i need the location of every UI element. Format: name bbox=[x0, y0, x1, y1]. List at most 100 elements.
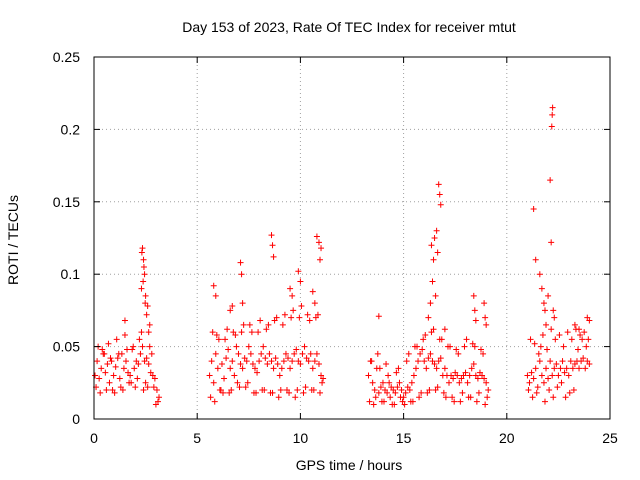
data-point bbox=[256, 358, 263, 365]
data-point bbox=[156, 394, 163, 401]
data-point bbox=[266, 350, 273, 357]
data-point bbox=[289, 358, 296, 365]
data-point bbox=[307, 350, 314, 357]
data-point bbox=[558, 379, 565, 386]
data-point bbox=[152, 401, 159, 408]
data-point bbox=[275, 394, 282, 401]
data-point bbox=[539, 332, 546, 339]
data-point bbox=[547, 358, 554, 365]
y-tick-labels: 0 0.05 0.1 0.15 0.2 0.25 bbox=[53, 49, 80, 427]
data-point bbox=[227, 365, 234, 372]
data-point bbox=[370, 401, 377, 408]
data-point bbox=[549, 372, 556, 379]
data-point bbox=[246, 321, 253, 328]
data-point bbox=[549, 111, 556, 118]
data-point bbox=[550, 394, 557, 401]
data-point bbox=[431, 235, 438, 241]
data-point bbox=[525, 387, 532, 394]
data-point bbox=[532, 365, 539, 372]
data-point bbox=[138, 285, 145, 292]
data-point bbox=[397, 394, 404, 401]
data-point bbox=[227, 307, 234, 314]
data-point bbox=[420, 336, 427, 343]
data-point bbox=[530, 206, 537, 213]
data-point bbox=[319, 379, 326, 386]
data-point bbox=[541, 307, 548, 314]
data-point bbox=[566, 389, 573, 396]
y-tick-label: 0 bbox=[72, 411, 80, 427]
data-point bbox=[212, 292, 219, 299]
data-point bbox=[101, 350, 108, 357]
data-point bbox=[92, 372, 99, 379]
y-tick-label: 0.1 bbox=[61, 266, 81, 282]
data-point bbox=[366, 398, 373, 405]
data-point bbox=[441, 365, 448, 372]
data-point bbox=[131, 365, 138, 372]
data-point bbox=[112, 363, 119, 370]
data-point bbox=[111, 389, 118, 396]
data-point bbox=[472, 317, 479, 324]
data-point bbox=[208, 358, 215, 365]
data-point bbox=[313, 233, 320, 240]
data-point bbox=[255, 329, 262, 336]
data-point bbox=[120, 365, 127, 372]
axis-ticks bbox=[93, 56, 611, 420]
data-point bbox=[579, 336, 586, 343]
data-point bbox=[385, 372, 392, 379]
data-point bbox=[405, 350, 412, 357]
data-point bbox=[536, 358, 543, 365]
data-point bbox=[221, 375, 228, 382]
data-point bbox=[239, 300, 246, 307]
data-point bbox=[121, 332, 128, 339]
data-point bbox=[401, 401, 408, 408]
data-point bbox=[421, 358, 428, 365]
data-point bbox=[122, 358, 129, 365]
data-point bbox=[283, 387, 290, 394]
data-point bbox=[531, 340, 538, 347]
data-point bbox=[457, 398, 464, 405]
data-point bbox=[544, 346, 551, 353]
data-point bbox=[545, 292, 552, 299]
data-point bbox=[461, 343, 468, 350]
data-point bbox=[237, 259, 244, 266]
data-point bbox=[213, 332, 220, 339]
data-point bbox=[414, 343, 421, 350]
data-point bbox=[130, 343, 137, 350]
data-point bbox=[115, 350, 122, 357]
data-point bbox=[214, 365, 221, 372]
data-point bbox=[258, 350, 265, 357]
data-point bbox=[416, 394, 423, 401]
grid bbox=[94, 57, 610, 419]
data-point bbox=[533, 389, 540, 396]
data-point bbox=[571, 321, 578, 328]
y-tick-label: 0.05 bbox=[53, 339, 80, 355]
data-point bbox=[292, 394, 299, 401]
data-point bbox=[456, 379, 463, 386]
data-point bbox=[142, 379, 149, 386]
data-point bbox=[535, 350, 542, 357]
data-point bbox=[306, 317, 313, 324]
data-point bbox=[311, 358, 318, 365]
data-point bbox=[383, 360, 390, 367]
data-point bbox=[280, 358, 287, 365]
data-point bbox=[537, 343, 544, 350]
data-point bbox=[250, 389, 257, 396]
data-point bbox=[540, 300, 547, 307]
data-point bbox=[263, 326, 270, 333]
data-point bbox=[549, 104, 556, 111]
data-point bbox=[468, 365, 475, 372]
data-point bbox=[430, 256, 437, 263]
data-point bbox=[251, 365, 258, 372]
data-point bbox=[470, 292, 477, 299]
data-point bbox=[238, 329, 245, 336]
data-point bbox=[129, 346, 136, 353]
data-point bbox=[435, 181, 442, 188]
data-point bbox=[548, 326, 555, 333]
data-point bbox=[257, 317, 264, 324]
data-point bbox=[368, 358, 375, 365]
data-point bbox=[483, 379, 490, 386]
data-point bbox=[148, 350, 155, 357]
data-point bbox=[288, 314, 295, 321]
data-point bbox=[389, 401, 396, 408]
